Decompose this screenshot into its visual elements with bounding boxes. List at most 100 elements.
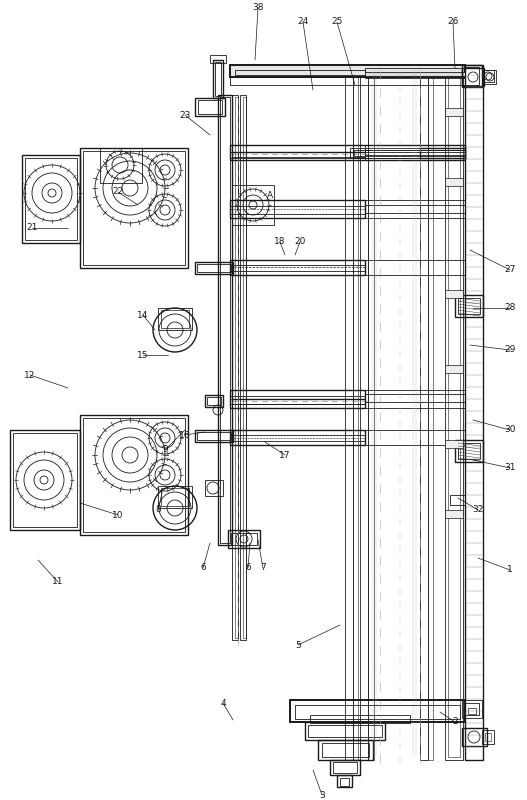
Bar — [195, 98, 225, 116]
Text: A: A — [267, 190, 273, 199]
Bar — [455, 295, 483, 317]
Bar — [354, 150, 465, 156]
Text: 21: 21 — [26, 223, 38, 233]
Bar — [318, 740, 373, 760]
Bar — [333, 762, 357, 773]
Bar — [195, 262, 233, 274]
Bar — [337, 775, 352, 787]
Bar — [365, 390, 465, 408]
Bar — [322, 743, 369, 757]
Bar — [161, 310, 189, 328]
Text: 8: 8 — [155, 506, 161, 514]
Text: 23: 23 — [179, 110, 191, 119]
Bar — [462, 68, 484, 86]
Bar — [158, 486, 192, 508]
Text: 1: 1 — [507, 566, 513, 574]
Bar — [310, 715, 410, 723]
Bar — [458, 298, 480, 314]
Bar — [482, 70, 494, 82]
Text: 15: 15 — [137, 350, 149, 359]
Bar — [455, 440, 483, 462]
Bar — [445, 290, 463, 298]
Text: 14: 14 — [138, 310, 149, 319]
Bar — [420, 65, 428, 760]
Text: 12: 12 — [24, 370, 36, 379]
Text: 11: 11 — [52, 578, 64, 586]
Text: 38: 38 — [252, 3, 264, 13]
Text: 16: 16 — [179, 430, 191, 439]
Bar — [365, 150, 465, 155]
Bar — [230, 145, 465, 160]
Text: 24: 24 — [297, 18, 309, 26]
Text: 9: 9 — [162, 446, 168, 454]
Text: 2: 2 — [452, 718, 458, 726]
Bar — [228, 530, 260, 548]
Bar — [232, 95, 238, 640]
Bar — [205, 395, 223, 407]
Bar — [13, 433, 77, 527]
Bar — [205, 480, 223, 496]
Bar — [462, 700, 482, 718]
Bar — [290, 700, 465, 722]
Bar — [445, 108, 463, 116]
Bar — [445, 65, 463, 760]
Text: 3: 3 — [319, 790, 325, 799]
Bar — [230, 265, 365, 271]
Bar — [230, 396, 365, 404]
Bar — [10, 430, 80, 530]
Bar — [465, 65, 483, 760]
Bar — [462, 728, 487, 746]
Bar — [230, 435, 365, 441]
Bar — [345, 65, 353, 760]
Bar — [243, 97, 246, 638]
Text: 4: 4 — [220, 698, 226, 707]
Bar — [365, 200, 465, 218]
Text: 29: 29 — [504, 346, 516, 354]
Bar — [468, 708, 476, 714]
Text: 10: 10 — [112, 510, 124, 519]
Bar — [330, 760, 360, 775]
Bar — [445, 178, 463, 186]
Bar — [365, 145, 465, 160]
Text: 17: 17 — [279, 450, 291, 459]
Text: 32: 32 — [472, 506, 484, 514]
Bar — [210, 55, 226, 63]
Bar — [230, 200, 365, 218]
Bar — [305, 722, 385, 740]
Bar — [232, 185, 274, 225]
Text: 25: 25 — [331, 18, 343, 26]
Bar — [235, 70, 365, 75]
Bar — [445, 365, 463, 373]
Bar — [230, 77, 465, 85]
Text: 7: 7 — [260, 563, 266, 573]
Bar — [420, 148, 465, 158]
Bar — [230, 260, 365, 275]
Bar — [240, 95, 246, 640]
Bar — [484, 70, 496, 84]
Text: 26: 26 — [447, 18, 458, 26]
Bar — [207, 397, 221, 405]
Bar — [458, 443, 480, 459]
Bar — [445, 440, 463, 448]
Bar — [220, 97, 230, 543]
Bar — [365, 260, 465, 275]
Bar — [428, 65, 433, 760]
Bar — [235, 97, 238, 638]
Bar — [195, 430, 233, 442]
Bar — [365, 205, 465, 213]
Bar — [340, 778, 349, 786]
Bar — [308, 725, 382, 737]
Bar — [350, 148, 465, 158]
Text: 5: 5 — [295, 641, 301, 650]
Bar — [365, 430, 465, 445]
Bar — [80, 415, 188, 535]
Text: 6: 6 — [200, 563, 206, 573]
Bar — [198, 100, 222, 114]
Text: 18: 18 — [274, 238, 286, 246]
Bar — [365, 394, 465, 402]
Bar — [365, 72, 465, 76]
Bar — [100, 148, 142, 183]
Bar — [295, 705, 460, 719]
Bar — [482, 730, 494, 744]
Bar — [230, 65, 465, 77]
